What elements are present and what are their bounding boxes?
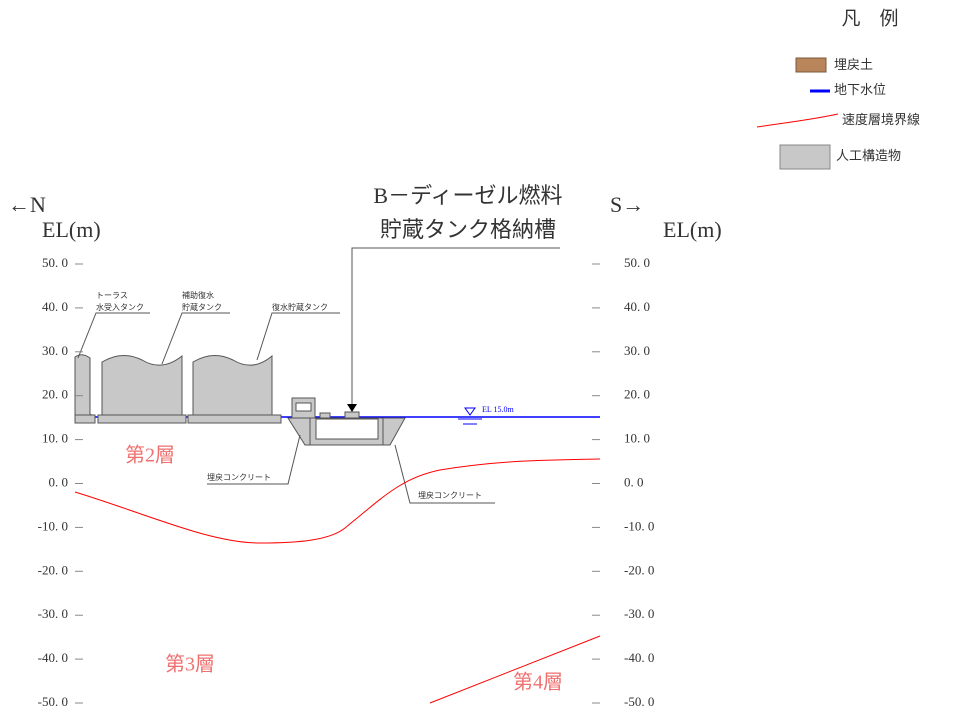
tick-label: 40. 0 [42, 299, 68, 314]
tick-label: -10. 0 [38, 518, 68, 533]
tank [101, 354, 183, 416]
water-label: EL 15.0m [482, 405, 514, 414]
tick-label: 20. 0 [624, 387, 650, 402]
legend-item: 埋戻土 [834, 57, 873, 72]
layer-label: 第4層 [513, 671, 563, 694]
axes: 50. 0 40. 0 30. 0 20. 0 10. 0 0. 0 -10. 0 -20. … [38, 255, 655, 709]
tick-label: 50. 0 [624, 255, 650, 270]
arrow [347, 404, 357, 412]
south: S→ [610, 192, 644, 217]
tick-label: -30. 0 [624, 606, 654, 621]
storage-pit [315, 418, 379, 440]
title: 貯蔵タンク格納槽 [380, 217, 556, 242]
legend-swatch [756, 113, 839, 128]
leader [161, 312, 230, 365]
structure-label: 水受入タンク [96, 302, 144, 312]
tick-label: 10. 0 [624, 431, 650, 446]
legend-title: 凡 例 [841, 7, 898, 29]
slab [187, 414, 282, 424]
tick-label: -50. 0 [38, 694, 68, 709]
tick-label: 50. 0 [42, 255, 68, 270]
tank [192, 354, 273, 416]
legend-item: 人工構造物 [836, 148, 901, 163]
legend-swatch [795, 57, 827, 73]
tick-label: -40. 0 [38, 650, 68, 665]
tick-label: -50. 0 [624, 694, 654, 709]
tick-label: -20. 0 [624, 562, 654, 577]
tick-label: -30. 0 [38, 606, 68, 621]
axis-label: EL(m) [663, 217, 722, 242]
layer-label: 第2層 [125, 444, 175, 467]
velocity-boundary [74, 458, 601, 544]
leader [77, 312, 150, 359]
tick-label: 30. 0 [42, 343, 68, 358]
building [295, 402, 312, 412]
slab [74, 414, 96, 424]
north: ←N [8, 192, 46, 217]
layer-label: 第3層 [165, 653, 215, 676]
backfill-label: 埋戻コンクリート [207, 472, 271, 482]
legend-swatch [779, 144, 831, 170]
leader [351, 247, 560, 410]
leader [394, 444, 495, 504]
tick-label: -20. 0 [38, 562, 68, 577]
leader [256, 312, 340, 361]
tick-label: 0. 0 [49, 474, 69, 489]
velocity-boundary [429, 635, 601, 704]
leader [207, 434, 301, 485]
legend-item: 地下水位 [834, 82, 886, 97]
structure-label: 補助復水 [182, 290, 214, 300]
tick-label: 10. 0 [42, 431, 68, 446]
structure-label: トーラス [96, 291, 128, 300]
legend-item: 速度層境界線 [842, 112, 920, 127]
water-symbol [464, 407, 476, 416]
structure-label: 復水貯蔵タンク [272, 302, 328, 312]
title: B－ディーゼル燃料 [373, 183, 562, 208]
tick-label: 20. 0 [42, 387, 68, 402]
hatch [319, 412, 331, 419]
tick-label: 40. 0 [624, 299, 650, 314]
slab [97, 414, 187, 424]
tank [74, 354, 91, 416]
hatch [344, 411, 360, 419]
tick-label: 30. 0 [624, 343, 650, 358]
axis-label: EL(m) [42, 217, 101, 242]
tick-label: -40. 0 [624, 650, 654, 665]
backfill-label: 埋戻コンクリート [418, 490, 482, 500]
structure-label: 貯蔵タンク [182, 302, 222, 312]
tick-label: -10. 0 [624, 518, 654, 533]
tick-label: 0. 0 [624, 474, 644, 489]
